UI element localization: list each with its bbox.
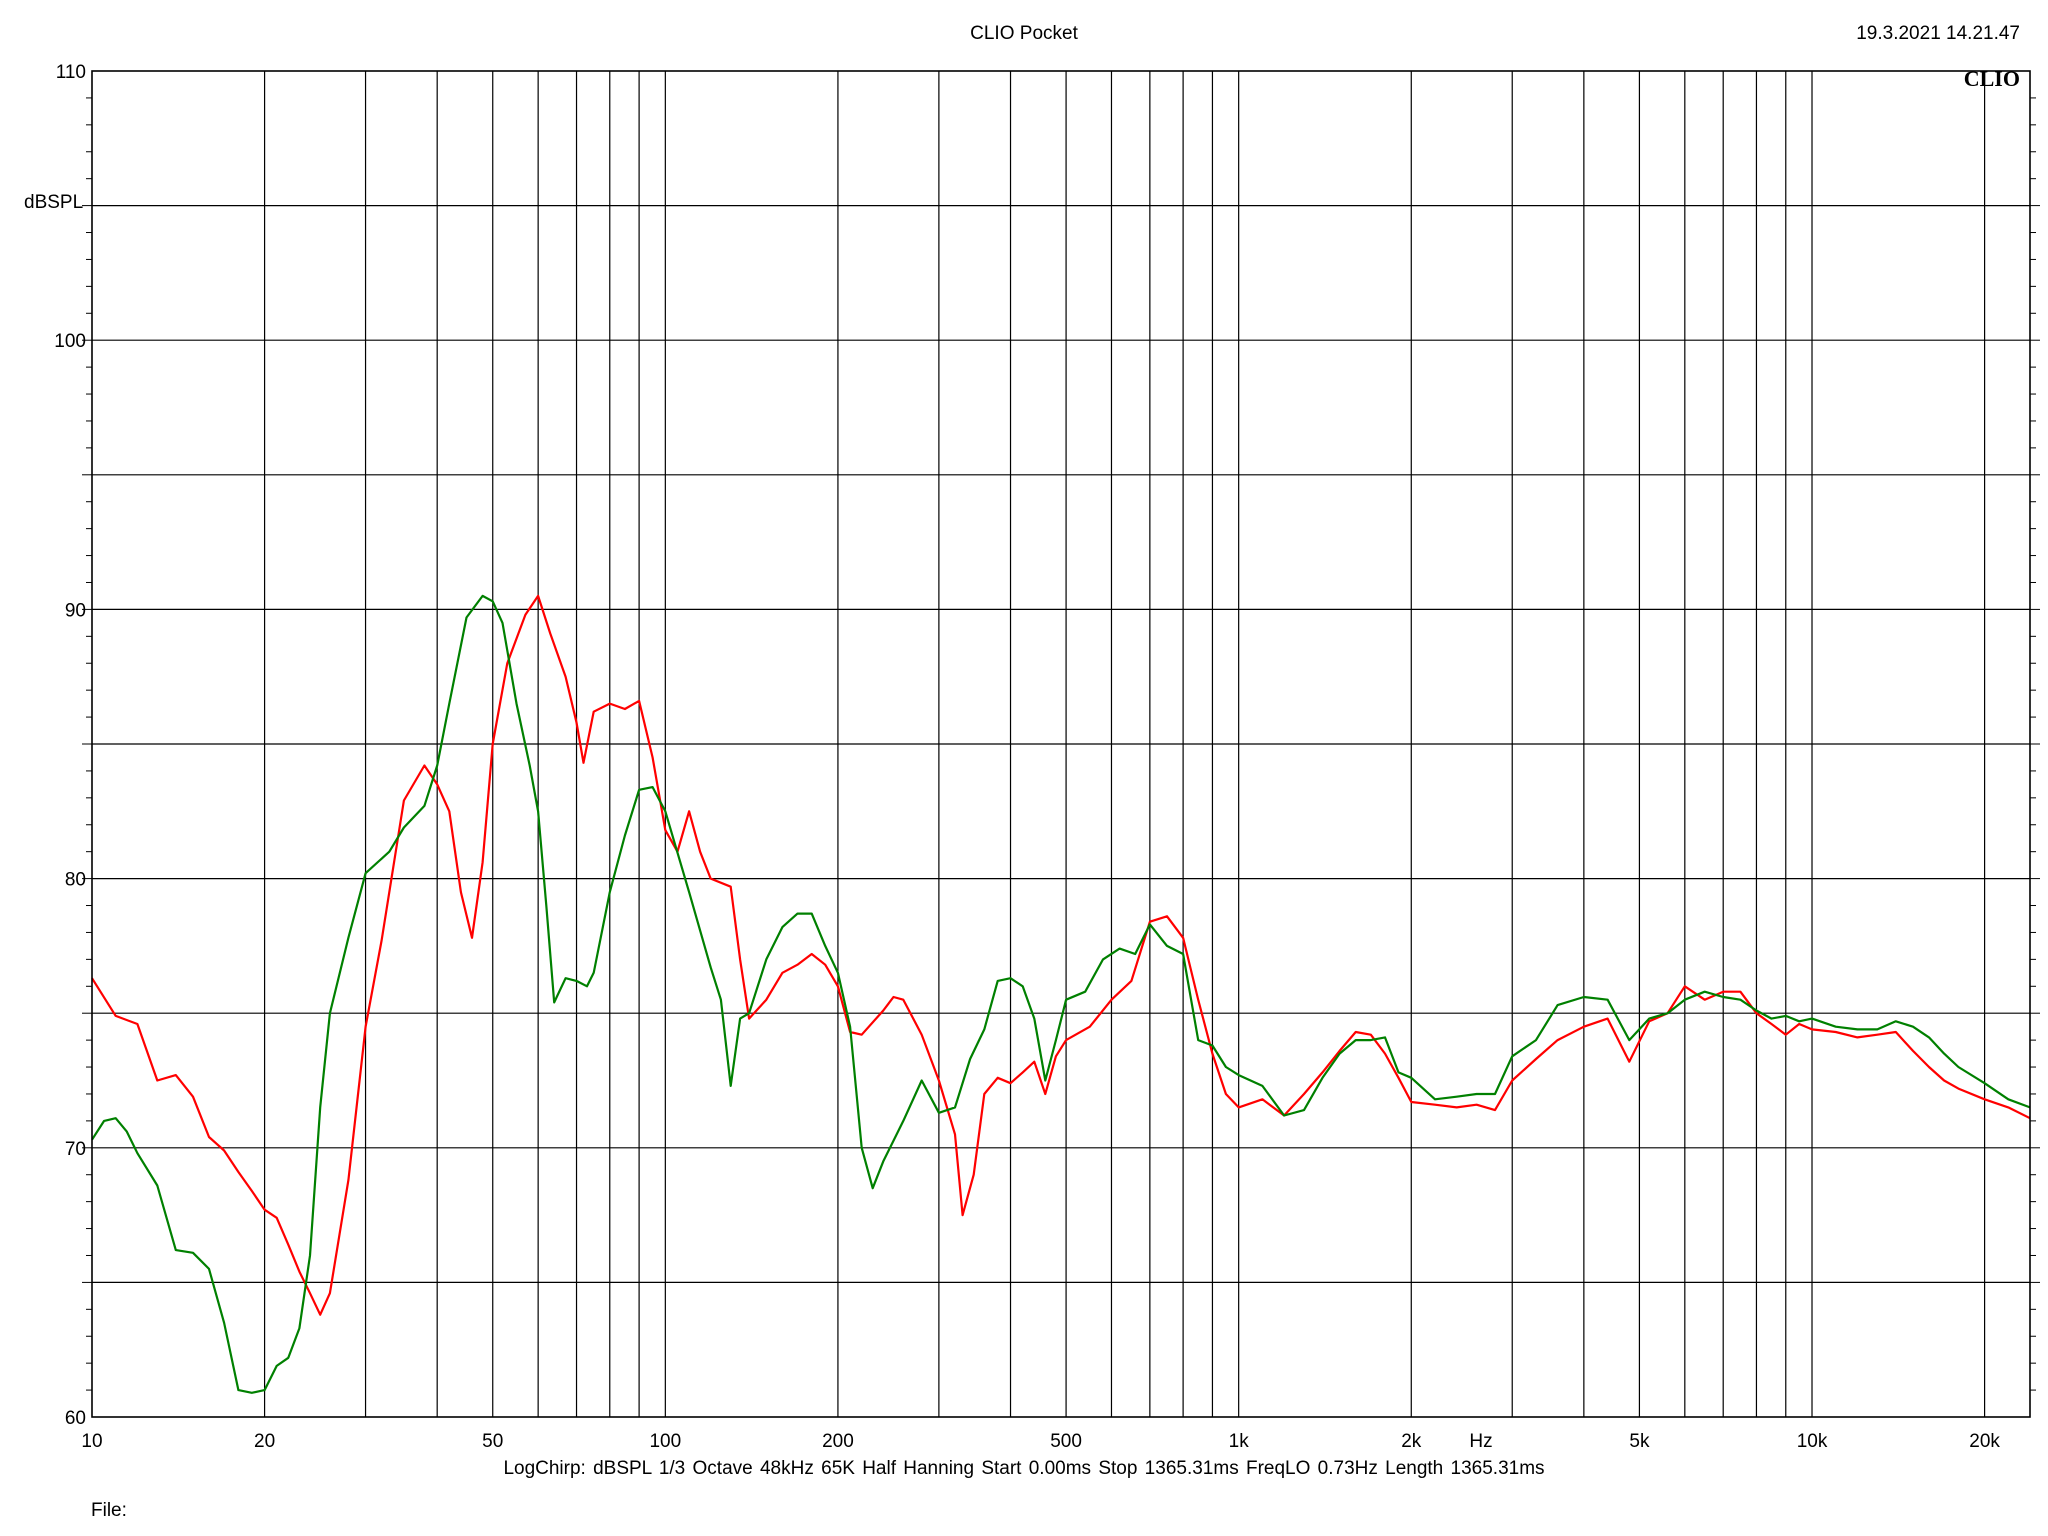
measurement-parameters: LogChirp: dBSPL 1/3 Octave 48kHz 65K Hal…	[503, 1458, 1545, 1479]
x-tick-label: 5k	[1629, 1431, 1650, 1452]
x-tick-label: 10k	[1797, 1431, 1828, 1452]
axis-labels: 10 20 50 100 200 500 1k 2k 5k 10k 20k Hz 110 100 90 80 7…	[54, 62, 2000, 1452]
x-tick-label: 10	[81, 1431, 102, 1452]
y-tick-label: 80	[65, 870, 86, 891]
timestamp: 19.3.2021 14.21.47	[1856, 23, 2020, 44]
y-tick-label: 90	[65, 600, 86, 621]
series-layer	[91, 594, 2031, 1394]
y-axis-unit-label: dBSPL	[24, 192, 84, 213]
plot-frame	[91, 70, 2031, 1418]
x-tick-label: 20k	[1969, 1431, 2000, 1452]
file-label: File:	[91, 1500, 127, 1521]
series-line-2	[91, 594, 2031, 1394]
app-title: CLIO Pocket	[970, 23, 1078, 44]
y-tick-label: 100	[54, 331, 86, 352]
x-tick-label: 20	[254, 1431, 275, 1452]
x-axis-unit-label: Hz	[1469, 1431, 1492, 1452]
y-tick-label: 60	[65, 1408, 86, 1429]
x-tick-label: 200	[822, 1431, 854, 1452]
x-tick-label: 500	[1050, 1431, 1082, 1452]
series-line-1	[91, 594, 2031, 1316]
x-tick-label: 2k	[1401, 1431, 1422, 1452]
y-tick-label: 110	[56, 62, 86, 83]
x-tick-label: 50	[482, 1431, 503, 1452]
clio-logo: CLIO	[1963, 66, 2020, 91]
grid	[82, 71, 2040, 1417]
x-tick-label: 100	[649, 1431, 681, 1452]
x-tick-label: 1k	[1229, 1431, 1250, 1452]
y-tick-label: 70	[65, 1139, 86, 1160]
